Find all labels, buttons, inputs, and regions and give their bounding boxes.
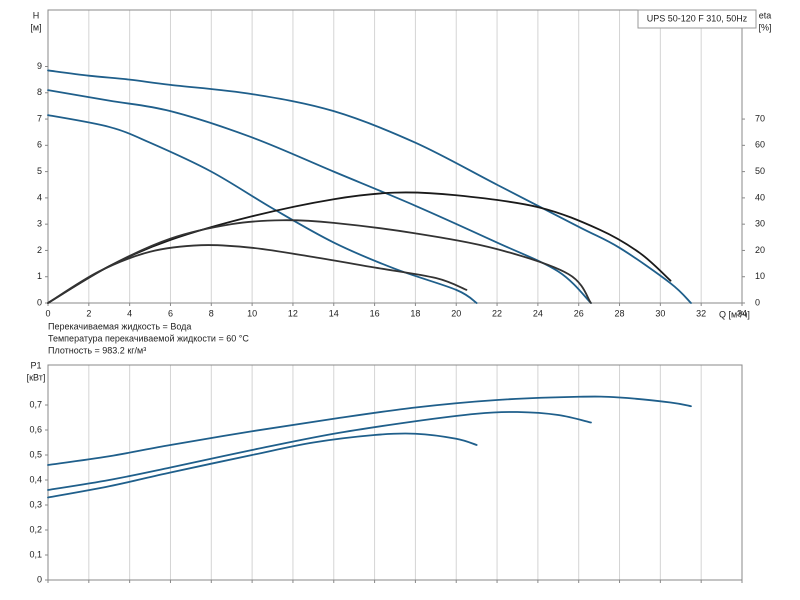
x-tick-label: 30 (655, 308, 665, 318)
plot-frame-top (47, 9, 743, 304)
y-tick-label: 9 (37, 61, 42, 71)
y-tick-label: 1 (37, 271, 42, 281)
y-tick-label: 0,2 (29, 524, 42, 534)
note: Плотность = 983.2 кг/м³ (48, 345, 146, 355)
y2-axis-label: eta (759, 10, 772, 20)
curve (47, 69, 692, 304)
x-tick-label: 24 (533, 308, 543, 318)
y-tick-label: 6 (37, 140, 42, 150)
y-axis-label: P1 (30, 360, 41, 370)
y2-tick-label: 10 (755, 271, 765, 281)
x-tick-label: 12 (288, 308, 298, 318)
curve (47, 114, 478, 304)
curve (47, 89, 592, 304)
x-tick-label: 14 (329, 308, 339, 318)
x-tick-label: 22 (492, 308, 502, 318)
y-tick-label: 0 (37, 574, 42, 584)
y-axis-label: H (33, 10, 40, 20)
x-tick-label: 2 (86, 308, 91, 318)
x-tick-label: 10 (247, 308, 257, 318)
x-tick-label: 32 (696, 308, 706, 318)
y-tick-label: 0 (37, 297, 42, 307)
y2-tick-label: 70 (755, 113, 765, 123)
y2-tick-label: 40 (755, 192, 765, 202)
y-axis-unit: [м] (30, 22, 41, 32)
curve (47, 411, 592, 491)
y-axis-unit: [кВт] (27, 372, 46, 382)
x-tick-label: 16 (370, 308, 380, 318)
x-tick-label: 0 (45, 308, 50, 318)
y-tick-label: 0,5 (29, 449, 42, 459)
curve (47, 219, 592, 304)
y-tick-label: 0,6 (29, 424, 42, 434)
title-box (637, 9, 757, 29)
y2-tick-label: 50 (755, 166, 765, 176)
y2-tick-label: 60 (755, 140, 765, 150)
y2-tick-label: 20 (755, 245, 765, 255)
y-tick-label: 0,7 (29, 399, 42, 409)
x-tick-label: 18 (410, 308, 420, 318)
y-tick-label: 5 (37, 166, 42, 176)
y-tick-label: 2 (37, 245, 42, 255)
x-tick-label: 6 (168, 308, 173, 318)
x-tick-label: 34 (737, 308, 747, 318)
y-tick-label: 0,3 (29, 499, 42, 509)
y-tick-label: 0,4 (29, 474, 42, 484)
y-tick-label: 3 (37, 219, 42, 229)
y-tick-label: 8 (37, 87, 42, 97)
note: Температура перекачиваемой жидкости = 60… (48, 333, 249, 343)
y2-tick-label: 0 (755, 297, 760, 307)
x-tick-label: 28 (615, 308, 625, 318)
y2-axis-unit: [%] (758, 22, 771, 32)
curve (47, 432, 478, 499)
chart-title: UPS 50-120 F 310, 50Hz (647, 13, 748, 23)
x-tick-label: 4 (127, 308, 132, 318)
x-axis-label: Q [м³/ч] (719, 309, 750, 319)
note: Перекачиваемая жидкость = Вода (48, 321, 191, 331)
y-tick-label: 0,1 (29, 549, 42, 559)
y-tick-label: 4 (37, 192, 42, 202)
x-tick-label: 20 (451, 308, 461, 318)
plot-frame-bottom (47, 364, 743, 581)
curve (47, 244, 468, 304)
curve (47, 395, 692, 466)
y2-tick-label: 30 (755, 219, 765, 229)
curve (47, 191, 672, 304)
x-tick-label: 26 (574, 308, 584, 318)
x-tick-label: 8 (209, 308, 214, 318)
y-tick-label: 7 (37, 113, 42, 123)
